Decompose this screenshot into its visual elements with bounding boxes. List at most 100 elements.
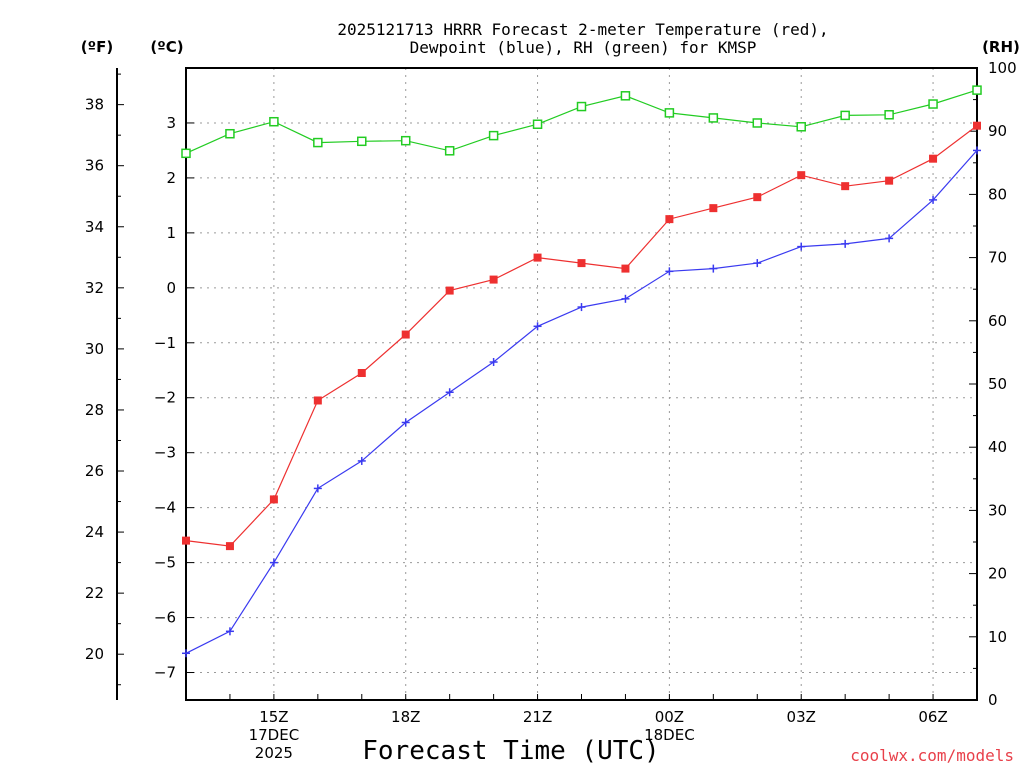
x-tick-label: 15Z — [259, 708, 288, 726]
source-credit: coolwx.com/models — [850, 746, 1014, 765]
fahrenheit-tick-label: 36 — [85, 157, 104, 175]
fahrenheit-tick-label: 20 — [85, 645, 104, 663]
dewpoint-point — [445, 388, 454, 397]
dewpoint-point — [225, 627, 234, 636]
x-tick-label: 17DEC — [249, 726, 300, 744]
temperature-point — [709, 204, 718, 213]
temperature-point — [445, 286, 454, 295]
temperature-point — [577, 259, 586, 268]
dewpoint-point — [709, 264, 718, 273]
rh-tick-label: 40 — [988, 438, 1007, 456]
chart-title: 2025121713 HRRR Forecast 2-meter Tempera… — [337, 20, 828, 39]
rh-point — [884, 110, 894, 120]
rh-tick-label: 30 — [988, 501, 1007, 519]
rh-point — [972, 85, 982, 95]
dewpoint-point — [841, 239, 850, 248]
rh-point — [313, 137, 323, 148]
temperature-point — [269, 495, 278, 504]
x-tick-label: 06Z — [918, 708, 947, 726]
celsius-tick-label: −6 — [154, 609, 176, 627]
celsius-tick-label: −3 — [154, 444, 176, 462]
rh-point — [225, 128, 235, 139]
chart-subtitle: Dewpoint (blue), RH (green) for KMSP — [410, 38, 757, 57]
x-tick-label: 18Z — [391, 708, 420, 726]
dewpoint-point — [665, 267, 674, 276]
rh-series-line — [185, 89, 978, 154]
temperature-series-line — [185, 125, 978, 547]
fahrenheit-tick-label: 22 — [85, 584, 104, 602]
dewpoint-point — [533, 322, 542, 331]
celsius-tick-label: 0 — [166, 279, 176, 297]
rh-tick-label: 60 — [988, 312, 1007, 330]
celsius-tick-label: 3 — [166, 114, 176, 132]
temperature-point — [313, 396, 322, 405]
celsius-tick-label: −1 — [154, 334, 176, 352]
temperature-point — [885, 176, 894, 185]
rh-point — [576, 101, 587, 112]
temperature-point — [929, 154, 938, 163]
fahrenheit-tick-label: 32 — [85, 279, 104, 297]
rh-tick-label: 100 — [988, 59, 1017, 77]
rh-point — [488, 130, 499, 141]
dewpoint-series-line — [185, 150, 978, 654]
dewpoint-point — [313, 484, 322, 493]
rh-point — [181, 148, 191, 159]
rh-point — [928, 99, 938, 109]
dewpoint-point — [797, 242, 806, 251]
dewpoint-point — [621, 294, 630, 303]
rh-point — [620, 91, 631, 101]
temperature-point — [841, 182, 850, 191]
rh-tick-label: 80 — [988, 185, 1007, 203]
dewpoint-point — [182, 649, 190, 658]
rh-tick-label: 90 — [988, 122, 1007, 140]
x-tick-label: 18DEC — [644, 726, 695, 744]
rh-tick-label: 20 — [988, 565, 1007, 583]
dewpoint-point — [269, 558, 278, 567]
fahrenheit-tick-label: 28 — [85, 401, 104, 419]
rh-point — [796, 122, 806, 132]
fahrenheit-tick-label: 34 — [85, 218, 104, 236]
fahrenheit-tick-label: 24 — [85, 523, 104, 541]
rh-tick-label: 70 — [988, 249, 1007, 267]
celsius-tick-label: 2 — [166, 169, 176, 187]
x-tick-label: 03Z — [787, 708, 816, 726]
data-series — [181, 85, 982, 658]
rh-point — [664, 108, 675, 118]
x-tick-label: 00Z — [655, 708, 684, 726]
rh-point — [400, 135, 411, 146]
temperature-point — [401, 330, 410, 339]
rh-point — [444, 146, 455, 156]
x-axis-title: Forecast Time (UTC) — [362, 736, 659, 766]
fahrenheit-unit-label: (ºF) — [81, 38, 113, 56]
dewpoint-point — [929, 195, 938, 204]
temperature-point — [357, 369, 366, 378]
dewpoint-point — [973, 146, 981, 155]
rh-point — [840, 110, 850, 121]
dewpoint-point — [401, 418, 410, 427]
temperature-point — [753, 193, 762, 202]
temperature-point — [973, 121, 981, 130]
rh-point — [269, 116, 279, 127]
temperature-point — [797, 171, 806, 180]
dewpoint-point — [753, 259, 762, 268]
rh-tick-label: 50 — [988, 375, 1007, 393]
rh-tick-label: 0 — [988, 691, 998, 709]
temperature-point — [665, 215, 674, 224]
rh-point — [752, 118, 763, 128]
fahrenheit-tick-label: 30 — [85, 340, 104, 358]
rh-unit-label: (RH) — [982, 38, 1020, 56]
celsius-unit-label: (ºC) — [150, 38, 183, 56]
fahrenheit-tick-label: 38 — [85, 96, 104, 114]
rh-point — [357, 136, 367, 147]
fahrenheit-tick-label: 26 — [85, 462, 104, 480]
celsius-tick-label: −4 — [154, 499, 176, 517]
rh-point — [708, 113, 719, 123]
rh-point — [532, 119, 543, 129]
grid-lines — [186, 68, 977, 700]
dewpoint-point — [885, 234, 894, 243]
celsius-tick-label: −5 — [154, 554, 176, 572]
plot-area-frame — [185, 67, 978, 701]
celsius-tick-label: 1 — [166, 224, 176, 242]
